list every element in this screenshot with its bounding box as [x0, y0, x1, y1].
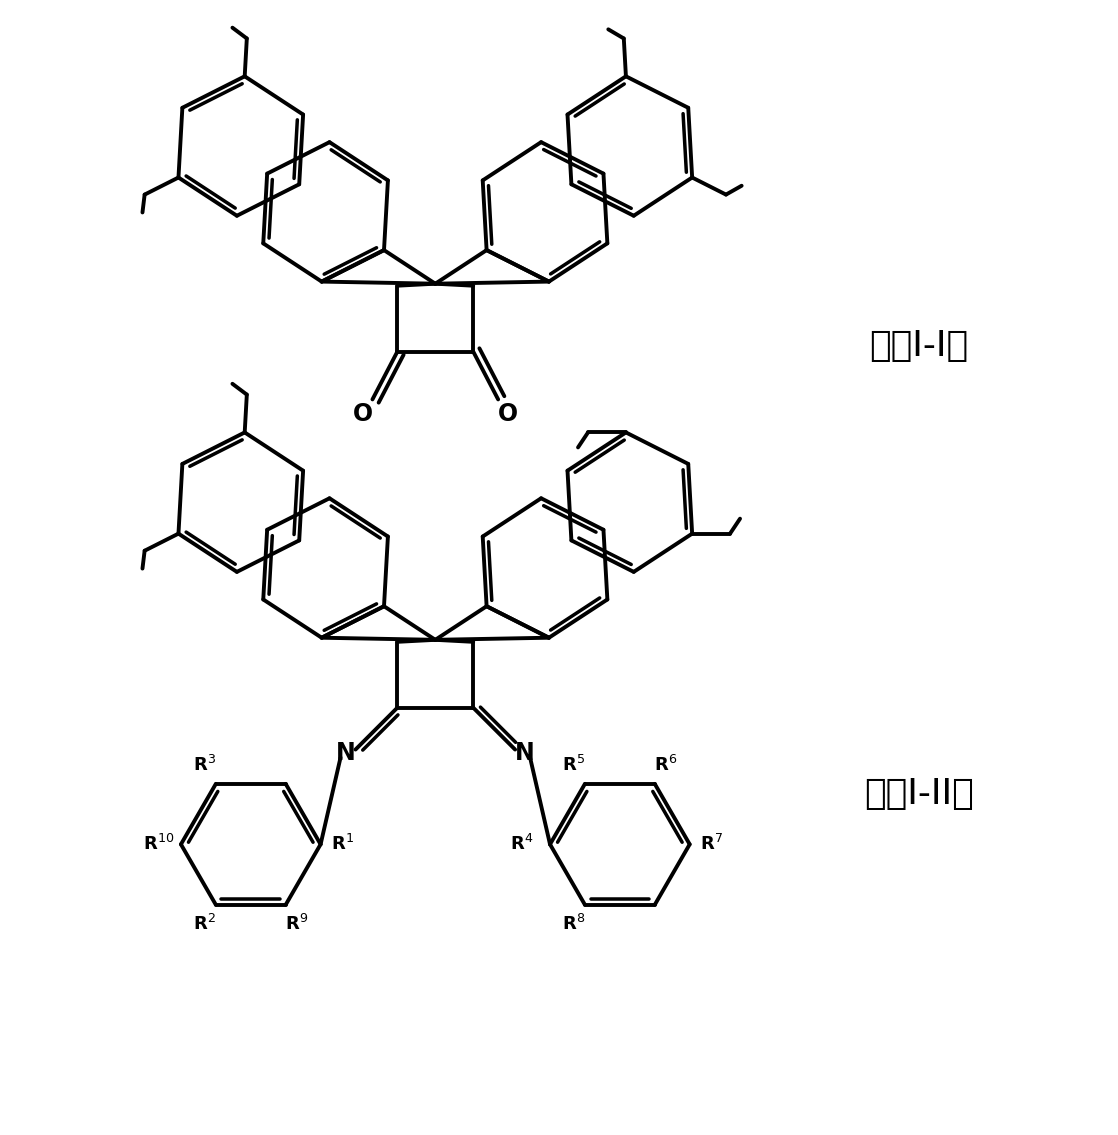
Text: 式（I-I）: 式（I-I）	[870, 328, 968, 362]
Text: N: N	[515, 740, 534, 765]
Text: R$^8$: R$^8$	[562, 914, 586, 934]
Text: N: N	[335, 740, 356, 765]
Text: 式（I-II）: 式（I-II）	[864, 777, 974, 812]
Text: O: O	[352, 403, 372, 427]
Text: R$^1$: R$^1$	[331, 834, 354, 855]
Text: R$^7$: R$^7$	[700, 834, 723, 855]
Text: R$^6$: R$^6$	[654, 755, 678, 775]
Text: R$^2$: R$^2$	[193, 914, 216, 934]
Text: O: O	[498, 403, 518, 427]
Text: R$^9$: R$^9$	[285, 914, 309, 934]
Text: R$^3$: R$^3$	[193, 755, 217, 775]
Text: R$^{10}$: R$^{10}$	[143, 834, 174, 855]
Text: R$^4$: R$^4$	[511, 834, 533, 855]
Text: R$^5$: R$^5$	[562, 755, 586, 775]
